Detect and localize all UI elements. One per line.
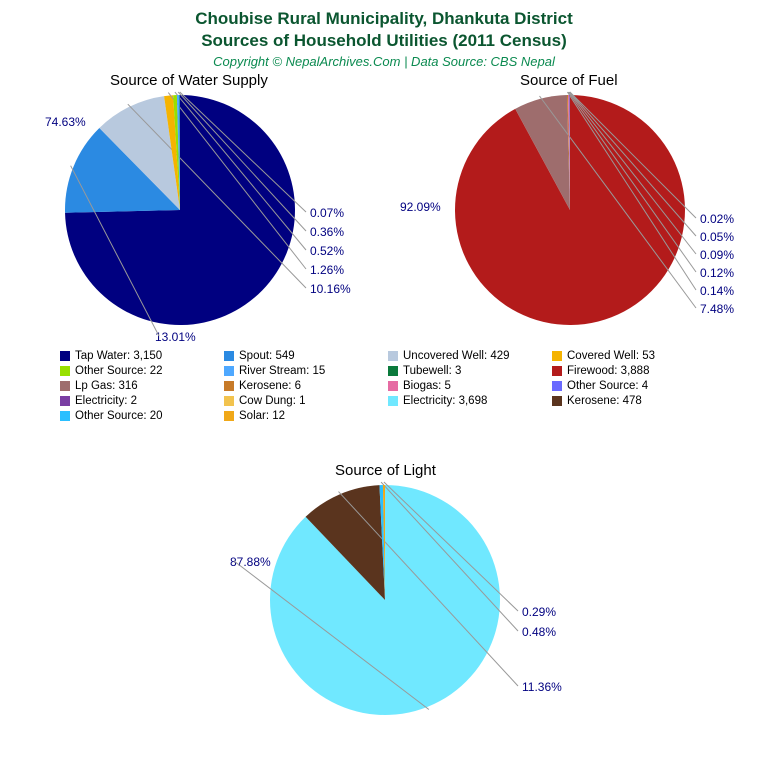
fuel-pct-label: 0.05% [700, 230, 734, 244]
light-pct-label: 0.48% [522, 625, 556, 639]
legend-swatch [60, 411, 70, 421]
fuel-slice [569, 95, 570, 210]
water-chart-title: Source of Water Supply [110, 72, 268, 89]
legend-label: River Stream: 15 [239, 365, 325, 377]
legend-item: Tubewell: 3 [388, 365, 548, 377]
title-line-2: Sources of Household Utilities (2011 Cen… [201, 31, 567, 50]
light-slice [270, 485, 500, 715]
legend-label: Other Source: 22 [75, 365, 163, 377]
fuel-pct-label: 7.48% [700, 302, 734, 316]
fuel-pct-label: 0.09% [700, 248, 734, 262]
title-line-1: Choubise Rural Municipality, Dhankuta Di… [195, 9, 573, 28]
legend-item: Other Source: 22 [60, 365, 220, 377]
legend-item: Firewood: 3,888 [552, 365, 712, 377]
fuel-pct-label: 0.12% [700, 266, 734, 280]
light-slice [383, 485, 385, 600]
legend-swatch [224, 411, 234, 421]
legend-label: Tubewell: 3 [403, 365, 461, 377]
legend-label: Covered Well: 53 [567, 350, 655, 362]
water-slice [179, 95, 180, 210]
light-pct-label: 87.88% [230, 555, 271, 569]
legend-label: Kerosene: 478 [567, 395, 642, 407]
legend-item: Other Source: 4 [552, 380, 712, 392]
legend-label: Lp Gas: 316 [75, 380, 138, 392]
legend-swatch [552, 366, 562, 376]
legend-label: Biogas: 5 [403, 380, 451, 392]
legend-item: Other Source: 20 [60, 410, 220, 422]
legend-swatch [224, 351, 234, 361]
light-chart-title: Source of Light [335, 462, 436, 479]
legend-swatch [552, 351, 562, 361]
legend-swatch [224, 366, 234, 376]
light-pct-label: 11.36% [522, 680, 562, 694]
legend-swatch [552, 396, 562, 406]
legend-label: Other Source: 20 [75, 410, 163, 422]
legend: Tap Water: 3,150 Spout: 549 Uncovered Well… [60, 350, 712, 422]
legend-swatch [60, 381, 70, 391]
water-pct-label: 0.52% [310, 244, 344, 258]
legend-label: Tap Water: 3,150 [75, 350, 162, 362]
legend-label: Solar: 12 [239, 410, 285, 422]
legend-swatch [388, 366, 398, 376]
legend-label: Electricity: 2 [75, 395, 137, 407]
fuel-slice [569, 95, 570, 210]
legend-item: Spout: 549 [224, 350, 384, 362]
legend-item: Electricity: 3,698 [388, 395, 548, 407]
legend-item: Uncovered Well: 429 [388, 350, 548, 362]
legend-swatch [552, 381, 562, 391]
legend-item: Kerosene: 6 [224, 380, 384, 392]
light-slice [306, 485, 385, 600]
legend-swatch [388, 351, 398, 361]
fuel-pct-label: 0.02% [700, 212, 734, 226]
legend-item: Cow Dung: 1 [224, 395, 384, 407]
legend-swatch [224, 396, 234, 406]
legend-label: Other Source: 4 [567, 380, 648, 392]
legend-item: Covered Well: 53 [552, 350, 712, 362]
legend-swatch [60, 396, 70, 406]
legend-swatch [224, 381, 234, 391]
light-pct-label: 0.29% [522, 605, 556, 619]
fuel-pct-label: 0.14% [700, 284, 734, 298]
water-slice [65, 95, 295, 325]
legend-swatch [388, 396, 398, 406]
water-slice [173, 95, 180, 210]
legend-label: Firewood: 3,888 [567, 365, 649, 377]
water-pct-label: 1.26% [310, 263, 344, 277]
water-slice [99, 96, 180, 210]
legend-label: Kerosene: 6 [239, 380, 301, 392]
legend-label: Uncovered Well: 429 [403, 350, 510, 362]
fuel-chart-title: Source of Fuel [520, 72, 618, 89]
legend-item: Biogas: 5 [388, 380, 548, 392]
legend-item: Lp Gas: 316 [60, 380, 220, 392]
legend-swatch [60, 351, 70, 361]
water-pct-label: 13.01% [155, 330, 196, 344]
fuel-slice [515, 95, 570, 210]
legend-item: Tap Water: 3,150 [60, 350, 220, 362]
legend-swatch [388, 381, 398, 391]
legend-item: River Stream: 15 [224, 365, 384, 377]
fuel-slice [567, 95, 570, 210]
water-pct-label: 0.36% [310, 225, 344, 239]
legend-label: Electricity: 3,698 [403, 395, 487, 407]
fuel-slice [455, 95, 685, 325]
legend-item: Electricity: 2 [60, 395, 220, 407]
fuel-slice [568, 95, 570, 210]
water-slice [164, 95, 180, 210]
water-slice [177, 95, 180, 210]
water-slice [65, 128, 180, 213]
light-slice [379, 485, 385, 600]
legend-label: Cow Dung: 1 [239, 395, 305, 407]
water-pct-label: 0.07% [310, 206, 344, 220]
water-pct-label: 10.16% [310, 282, 351, 296]
legend-item: Solar: 12 [224, 410, 384, 422]
copyright-line: Copyright © NepalArchives.Com | Data Sou… [0, 54, 768, 69]
legend-swatch [60, 366, 70, 376]
chart-main-title: Choubise Rural Municipality, Dhankuta Di… [0, 0, 768, 52]
legend-item: Kerosene: 478 [552, 395, 712, 407]
legend-label: Spout: 549 [239, 350, 295, 362]
fuel-pct-label: 92.09% [400, 200, 441, 214]
water-pct-label: 74.63% [45, 115, 86, 129]
